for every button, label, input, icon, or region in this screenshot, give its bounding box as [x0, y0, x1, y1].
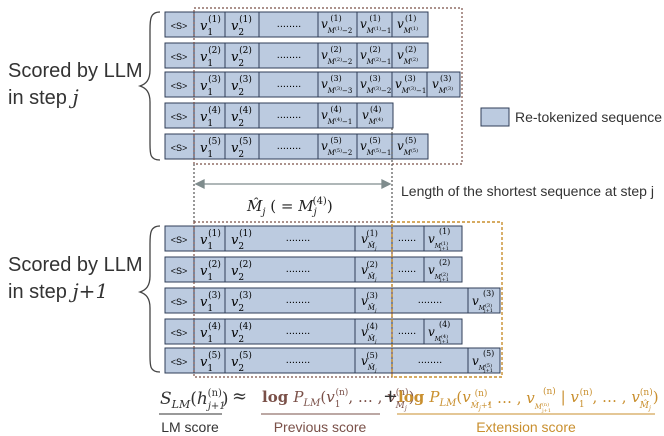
previous-score-term: log PLM(v1(n), … , vM̂j(n))	[262, 387, 414, 412]
extension-score-caption: Extension score	[476, 419, 576, 435]
extension-score-term: log PLM(vM̂j+1(n), … , vM(n) j+1(n) | v1(…	[398, 386, 659, 414]
bottom-row-5-ext-ellipsis: ........	[418, 354, 442, 366]
bottom-row-3: <S> v1(3) v2(3) ........ vM̂j(3) .......…	[164, 287, 501, 314]
bottom-group-label-line2: in step j+1	[8, 279, 108, 303]
top-row-3: <S> v1(3) v2(3) ........ vM(3)−3(3) vM(3…	[164, 71, 461, 98]
top-row-3-bar	[164, 71, 461, 98]
bottom-row-5-start-token: <S>	[171, 357, 188, 367]
bottom-row-1: <S> v1(1) v2(1) ........ vM̂j(1) ...... …	[164, 225, 463, 252]
top-group-label-line2: in step j	[8, 85, 79, 109]
bottom-row-2-start-token: <S>	[171, 266, 188, 276]
top-row-2-bar	[164, 42, 429, 69]
top-row-4-ellipsis: ........	[277, 109, 301, 121]
bottom-brace	[137, 225, 161, 373]
top-row-5-bar	[164, 133, 429, 160]
lm-score-caption: LM score	[161, 419, 219, 435]
bottom-row-3-prev-bar	[164, 287, 393, 314]
top-row-1-ellipsis: ........	[277, 18, 301, 30]
top-group-label-prefix: in step	[8, 87, 72, 109]
score-formula: SLM(hj+1(n)) ≈ log PLM(v1(n), … , vM̂j(n…	[159, 386, 659, 415]
top-group-label: Scored by LLM in step j	[8, 60, 143, 109]
bottom-row-2: <S> v1(2) v2(2) ........ vM̂j(2) ...... …	[164, 256, 463, 283]
bottom-group-label-line1: Scored by LLM	[8, 254, 143, 276]
top-row-3-ellipsis: ........	[277, 78, 301, 90]
top-row-5: <S> v1(5) v2(5) ........ vM(5)−2(5) vM(5…	[164, 133, 429, 160]
bottom-row-3-start-token: <S>	[171, 297, 188, 307]
bottom-row-4-start-token: <S>	[171, 328, 188, 338]
top-row-4-bar	[164, 102, 394, 129]
top-row-4: <S> v1(4) v2(4) ........ vM(4)−1(4) vM(4…	[164, 102, 394, 129]
bottom-row-1-start-token: <S>	[171, 235, 188, 245]
legend-label: Re-tokenized sequence	[515, 109, 662, 125]
top-row-3-start-token: <S>	[171, 81, 188, 91]
bottom-row-2-ellipsis: ........	[286, 263, 310, 275]
legend-swatch	[480, 107, 510, 127]
plus-symbol: +	[383, 386, 398, 407]
top-row-5-ellipsis: ........	[277, 140, 301, 152]
top-group-label-line1: Scored by LLM	[8, 60, 143, 82]
shortest-length-arrow	[194, 178, 392, 190]
shortest-length-formula: M̂j ( = Mj(4))	[246, 196, 333, 218]
top-row-1-bar	[164, 11, 429, 38]
bottom-row-5-prev-bar	[164, 347, 393, 374]
top-row-5-start-token: <S>	[171, 143, 188, 153]
top-row-4-start-token: <S>	[171, 112, 188, 122]
bottom-row-2-ext-ellipsis: ......	[398, 263, 416, 275]
lm-score-term: SLM(hj+1(n))	[160, 388, 229, 412]
bottom-row-4-ext-ellipsis: ......	[398, 325, 416, 337]
previous-region-outline	[193, 221, 393, 378]
top-brace	[137, 11, 161, 161]
bottom-step-symbol: j+1	[68, 279, 108, 303]
top-row-1-start-token: <S>	[171, 21, 188, 31]
bottom-row-3-ellipsis: ........	[286, 294, 310, 306]
bottom-row-4: <S> v1(4) v2(4) ........ vM̂j(4) ...... …	[164, 318, 463, 345]
bottom-row-5-ext-bar	[391, 347, 501, 374]
bottom-row-5: <S> v1(5) v2(5) ........ vM̂j(5) .......…	[164, 347, 501, 374]
top-row-2-start-token: <S>	[171, 52, 188, 62]
bottom-row-1-prev-bar	[164, 225, 393, 252]
bottom-group-label: Scored by LLM in step j+1	[8, 254, 143, 303]
bottom-row-1-ellipsis: ........	[286, 232, 310, 244]
previous-score-caption: Previous score	[274, 419, 367, 435]
legend: Re-tokenized sequence	[480, 107, 662, 127]
top-row-2: <S> v1(2) v2(2) ........ vM(2)−2(2) vM(2…	[164, 42, 429, 69]
bottom-row-5-ellipsis: ........	[286, 354, 310, 366]
approx-symbol: ≈	[232, 386, 247, 407]
bottom-row-1-ext-bar	[391, 225, 463, 252]
bottom-row-1-ext-ellipsis: ......	[398, 232, 416, 244]
top-row-1: <S> v1(1) v2(1) ........ vM(1)−2(1) vM(1…	[164, 11, 429, 38]
shortest-length-description: Length of the shortest sequence at step …	[401, 183, 654, 199]
extension-region-outline	[391, 221, 503, 378]
bottom-group-label-prefix: in step	[8, 281, 72, 303]
bottom-row-4-ellipsis: ........	[286, 325, 310, 337]
top-step-symbol: j	[68, 85, 78, 109]
top-row-2-ellipsis: ........	[277, 49, 301, 61]
top-scored-region-outline	[193, 7, 463, 165]
bottom-row-3-ext-bar	[391, 287, 501, 314]
bottom-row-3-ext-ellipsis: ........	[418, 294, 442, 306]
shortest-length-description-text: Length of the shortest sequence at step …	[401, 183, 654, 199]
